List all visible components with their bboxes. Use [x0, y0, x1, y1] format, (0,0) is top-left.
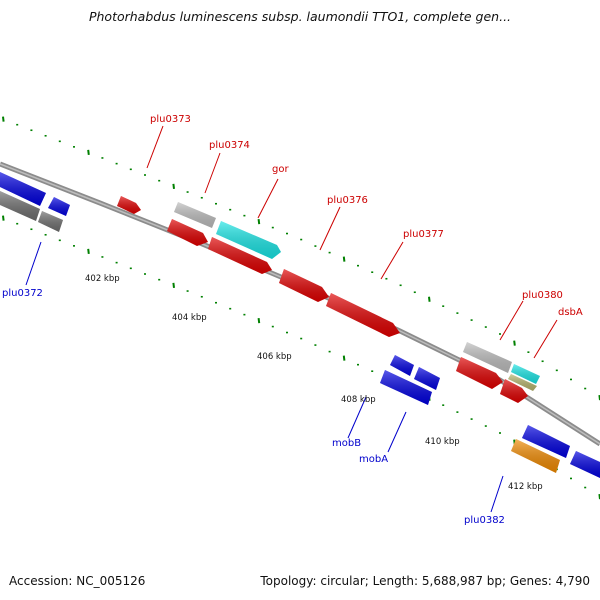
gene-shade [463, 342, 512, 373]
label-plu0373[interactable]: plu0373 [150, 114, 191, 125]
genome-backbone [0, 161, 600, 447]
major-tick [513, 340, 516, 346]
gene-shade [38, 211, 63, 232]
major-tick [342, 355, 346, 361]
label-plu0380[interactable]: plu0380 [522, 290, 563, 301]
major-tick [428, 296, 431, 302]
major-tick [257, 218, 261, 225]
gene-shade [508, 374, 537, 391]
scale-labels: 402 kbp 404 kbp 406 kbp 408 kbp 410 kbp … [85, 274, 543, 492]
label-plu0377[interactable]: plu0377 [403, 229, 444, 240]
gene-shade [326, 293, 400, 337]
label-dsbA[interactable]: dsbA [558, 307, 583, 318]
major-tick [87, 149, 90, 156]
major-tick [342, 256, 346, 262]
gene-shade [511, 364, 540, 384]
scale-label-402: 402 kbp [85, 274, 120, 284]
label-plu0372[interactable]: plu0372 [2, 288, 43, 299]
label-mobB[interactable]: mobB [332, 438, 361, 449]
major-tick [172, 183, 175, 189]
gene-shade [174, 202, 216, 228]
gene-labels: plu0373 plu0374 gor plu0376 plu0377 plu0… [2, 114, 583, 526]
gene-shade [216, 221, 281, 259]
topology-text: Topology: circular; Length: 5,688,987 bp… [260, 574, 590, 588]
scale-label-410: 410 kbp [425, 437, 460, 447]
gene-shade [500, 379, 528, 403]
gene-shade [208, 237, 272, 274]
gene-shade [570, 451, 600, 478]
scale-label-408: 408 kbp [341, 395, 376, 405]
label-mobA[interactable]: mobA [359, 454, 388, 465]
reverse-genes [0, 172, 600, 478]
gene-shade [390, 355, 414, 376]
gene-shade [117, 196, 141, 214]
gene-shading [0, 172, 600, 478]
inner-tick-row [2, 215, 600, 500]
accession-text: Accession: NC_005126 [9, 574, 146, 588]
reverse-label-leaders [25, 241, 504, 513]
scale-label-412: 412 kbp [508, 482, 543, 492]
major-tick [172, 282, 175, 288]
gene-shade [522, 425, 570, 458]
gene-shade [456, 357, 503, 389]
label-plu0376[interactable]: plu0376 [327, 195, 368, 206]
gene-shade [0, 172, 46, 206]
gene-shade [414, 367, 440, 390]
label-plu0382[interactable]: plu0382 [464, 515, 505, 526]
major-tick [87, 248, 90, 255]
scale-label-406: 406 kbp [257, 352, 292, 362]
scale-label-404: 404 kbp [172, 313, 207, 323]
gene-shade [167, 219, 208, 246]
label-gor[interactable]: gor [272, 164, 289, 175]
major-tick [2, 215, 5, 221]
outer-tick-row [2, 116, 600, 401]
major-tick [2, 116, 5, 122]
gene-shade [380, 370, 432, 405]
forward-label-leaders [146, 125, 558, 359]
label-plu0374[interactable]: plu0374 [209, 140, 250, 151]
gene-shade [48, 197, 70, 216]
major-tick [257, 317, 261, 324]
gene-shade [0, 191, 40, 221]
map-title: Photorhabdus luminescens subsp. laumondi… [88, 9, 512, 24]
gene-shade [279, 269, 329, 302]
gene-shade [511, 439, 560, 473]
